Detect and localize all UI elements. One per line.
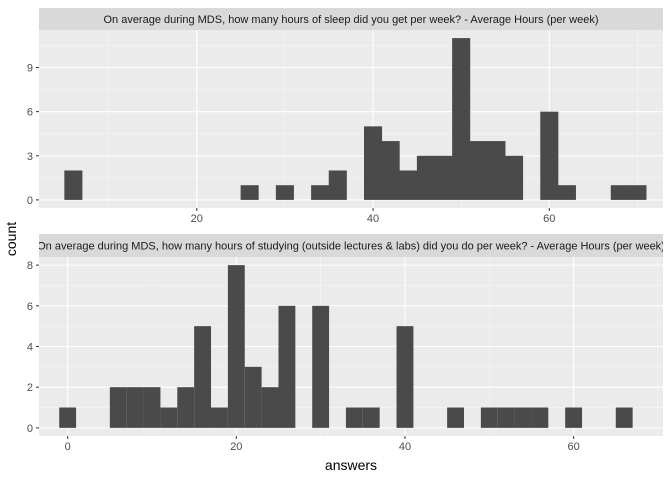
- x-tick-label: 0: [65, 441, 71, 453]
- histogram-bar: [194, 326, 212, 428]
- x-axis-title: answers: [325, 457, 377, 473]
- histogram-bar: [557, 185, 576, 200]
- histogram-bar: [126, 387, 144, 428]
- y-tick-label: 6: [27, 301, 33, 313]
- histogram-bar: [497, 407, 515, 428]
- y-tick-label: 8: [27, 260, 33, 272]
- y-tick-label: 4: [27, 342, 33, 354]
- histogram-bar: [487, 141, 506, 200]
- histogram-bar: [565, 407, 583, 428]
- histogram-bar: [610, 185, 629, 200]
- histogram-bar: [244, 366, 262, 428]
- histogram-bar: [416, 155, 435, 200]
- histogram-bar: [227, 265, 245, 428]
- histogram-bar: [64, 170, 83, 200]
- facet-strip-title: On average during MDS, how many hours of…: [37, 241, 665, 253]
- histogram-bar: [328, 170, 347, 200]
- y-tick-label: 3: [27, 151, 33, 163]
- y-axis-title: count: [3, 222, 19, 256]
- x-tick-label: 60: [543, 213, 555, 225]
- histogram-bar: [275, 185, 294, 200]
- x-tick-label: 20: [191, 213, 203, 225]
- panel-background: [39, 30, 663, 208]
- histogram-bar: [396, 326, 414, 428]
- histogram-bar: [362, 407, 380, 428]
- facet-strip: [39, 8, 663, 30]
- y-tick-label: 2: [27, 382, 33, 394]
- y-tick-label: 0: [27, 195, 33, 207]
- histogram-bar: [615, 407, 633, 428]
- y-tick-label: 6: [27, 107, 33, 119]
- x-tick-label: 20: [230, 441, 242, 453]
- histogram-bar: [59, 407, 77, 428]
- histogram-bar: [278, 305, 296, 428]
- facet-panel-2: On average during MDS, how many hours of…: [27, 234, 665, 453]
- histogram-bar: [261, 387, 279, 428]
- x-tick-label: 40: [367, 213, 379, 225]
- histogram-bar: [240, 185, 259, 200]
- histogram-bar: [434, 155, 453, 200]
- histogram-bar: [540, 111, 559, 200]
- histogram-bar: [109, 387, 127, 428]
- histogram-bar: [211, 407, 228, 428]
- histogram-bar: [469, 141, 488, 200]
- histogram-bar: [364, 126, 383, 200]
- histogram-bar: [531, 407, 549, 428]
- x-tick-label: 60: [567, 441, 579, 453]
- histogram-bar: [312, 305, 330, 428]
- x-tick-label: 40: [399, 441, 411, 453]
- histogram-bar: [452, 38, 471, 200]
- facet-strip: [39, 234, 663, 257]
- facet-panel-1: On average during MDS, how many hours of…: [27, 8, 663, 225]
- histogram-bar: [505, 155, 524, 200]
- histogram-bar: [480, 407, 498, 428]
- histogram-bar: [447, 407, 464, 428]
- histogram-bar: [345, 407, 363, 428]
- y-tick-label: 0: [27, 423, 33, 435]
- histogram-bar: [143, 387, 161, 428]
- histogram-bar: [399, 170, 418, 200]
- histogram-bar: [311, 185, 330, 200]
- histogram-bar: [160, 407, 178, 428]
- histogram-bar: [177, 387, 195, 428]
- histogram-bar: [514, 407, 532, 428]
- facet-strip-title: On average during MDS, how many hours of…: [103, 14, 598, 26]
- y-tick-label: 9: [27, 63, 33, 75]
- histogram-bar: [381, 141, 400, 200]
- histogram-bar: [628, 185, 647, 200]
